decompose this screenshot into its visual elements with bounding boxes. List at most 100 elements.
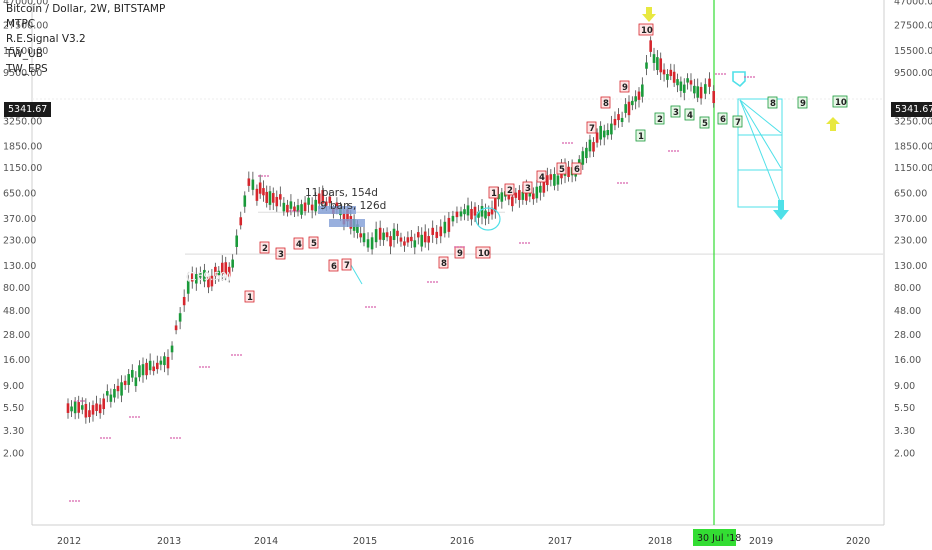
candle-body bbox=[378, 227, 382, 240]
candle-body bbox=[159, 360, 163, 365]
indicator-mtpc[interactable]: MTPC bbox=[6, 18, 36, 30]
candle-body bbox=[399, 237, 403, 242]
candle-body bbox=[617, 114, 620, 121]
candle-body bbox=[190, 273, 194, 282]
count-label-red: 2 bbox=[262, 244, 268, 254]
candle-body bbox=[592, 142, 595, 152]
candle-body bbox=[595, 132, 599, 143]
count-box-red bbox=[308, 236, 319, 249]
count-box-red bbox=[475, 246, 491, 259]
candle-body bbox=[303, 202, 307, 212]
signal-dot bbox=[170, 437, 172, 439]
y-tick-left: 80.00 bbox=[3, 283, 30, 294]
candle-body bbox=[194, 274, 198, 284]
indicator-resignal[interactable]: R.E.Signal V3.2 bbox=[6, 33, 86, 45]
candle-body bbox=[535, 186, 539, 199]
count-box-green bbox=[684, 108, 695, 121]
candle-body bbox=[289, 201, 293, 209]
signal-dot bbox=[135, 416, 137, 418]
candle-body bbox=[546, 175, 549, 186]
candle-body bbox=[652, 54, 656, 63]
signal-dot bbox=[289, 210, 291, 212]
candle-body bbox=[686, 78, 689, 83]
count-box-green bbox=[654, 112, 665, 125]
signal-dot bbox=[463, 246, 465, 248]
candle-body bbox=[382, 232, 385, 241]
x-tick-label: 2017 bbox=[548, 536, 572, 547]
signal-dot bbox=[129, 416, 131, 418]
candle-body bbox=[155, 362, 159, 370]
y-tick-right: 650.00 bbox=[894, 189, 927, 200]
y-tick-right: 230.00 bbox=[894, 235, 927, 246]
candle-body bbox=[389, 236, 392, 247]
count-label-red: 6 bbox=[331, 262, 337, 272]
y-tick-left: 1150.00 bbox=[3, 163, 42, 174]
count-label-red: 2 bbox=[507, 186, 513, 196]
count-box-green bbox=[670, 105, 681, 118]
indicator-tw-eps[interactable]: TW_EPS bbox=[6, 63, 48, 75]
signal-dot bbox=[744, 76, 746, 78]
candle-body bbox=[279, 194, 282, 200]
signal-dot bbox=[718, 73, 720, 75]
y-tick-left: 15500.00 bbox=[3, 46, 48, 57]
candle-body bbox=[73, 401, 77, 414]
measure-label-2: 9 bars, 126d bbox=[320, 200, 386, 212]
count-box-red bbox=[244, 290, 255, 303]
candle-body bbox=[116, 385, 120, 392]
signal-dot bbox=[724, 73, 726, 75]
projection-fan-1 bbox=[739, 99, 782, 205]
count-box-green bbox=[635, 129, 646, 142]
signal-dot bbox=[617, 182, 619, 184]
candle-body bbox=[109, 394, 113, 402]
projection-box bbox=[737, 98, 783, 208]
candle-body bbox=[286, 204, 289, 213]
candle-body bbox=[141, 364, 145, 376]
signal-dot bbox=[234, 354, 236, 356]
candle-body bbox=[356, 224, 359, 233]
candle-body bbox=[514, 192, 518, 198]
candle-body bbox=[613, 118, 617, 126]
candle-body bbox=[606, 130, 610, 136]
signal-dot bbox=[72, 500, 74, 502]
count-label-green: 5 bbox=[702, 119, 708, 129]
y-tick-right: 3250.00 bbox=[894, 116, 932, 127]
candle-body bbox=[470, 209, 473, 220]
candle-body bbox=[145, 362, 148, 376]
candle-body bbox=[255, 188, 259, 201]
candle-body bbox=[95, 403, 98, 412]
count-box-red bbox=[536, 170, 547, 183]
count-box-red bbox=[438, 256, 449, 269]
candle-body bbox=[220, 262, 224, 275]
signal-dot bbox=[519, 242, 521, 244]
candle-body bbox=[258, 182, 262, 194]
y-tick-left: 230.00 bbox=[3, 235, 36, 246]
signal-dot bbox=[179, 437, 181, 439]
candle-body bbox=[214, 266, 217, 277]
x-tick-label: 2014 bbox=[254, 536, 278, 547]
signal-dot bbox=[721, 73, 723, 75]
left-price-tag: 5341.67 bbox=[4, 102, 52, 117]
candle-body bbox=[556, 175, 560, 185]
candle-body bbox=[620, 117, 624, 123]
candle-body bbox=[80, 405, 84, 410]
y-tick-left: 16.00 bbox=[3, 355, 30, 366]
yellow-down-arrow bbox=[642, 7, 656, 22]
candle-body bbox=[123, 380, 127, 386]
candle-body bbox=[265, 191, 269, 203]
indicator-tw-ub[interactable]: TW_UB bbox=[6, 48, 43, 60]
y-tick-left: 9.00 bbox=[3, 381, 24, 392]
candle-body bbox=[152, 366, 156, 372]
candle-body bbox=[186, 280, 190, 294]
count-label-green: 7 bbox=[735, 118, 741, 128]
candle-body bbox=[91, 405, 95, 415]
candle-body bbox=[231, 259, 234, 268]
count-box-green bbox=[699, 116, 710, 129]
y-tick-left: 130.00 bbox=[3, 261, 36, 272]
candle-body bbox=[134, 377, 138, 387]
signal-dot bbox=[430, 281, 432, 283]
measure-box-2 bbox=[329, 219, 365, 227]
count-label-green: 4 bbox=[687, 111, 693, 121]
